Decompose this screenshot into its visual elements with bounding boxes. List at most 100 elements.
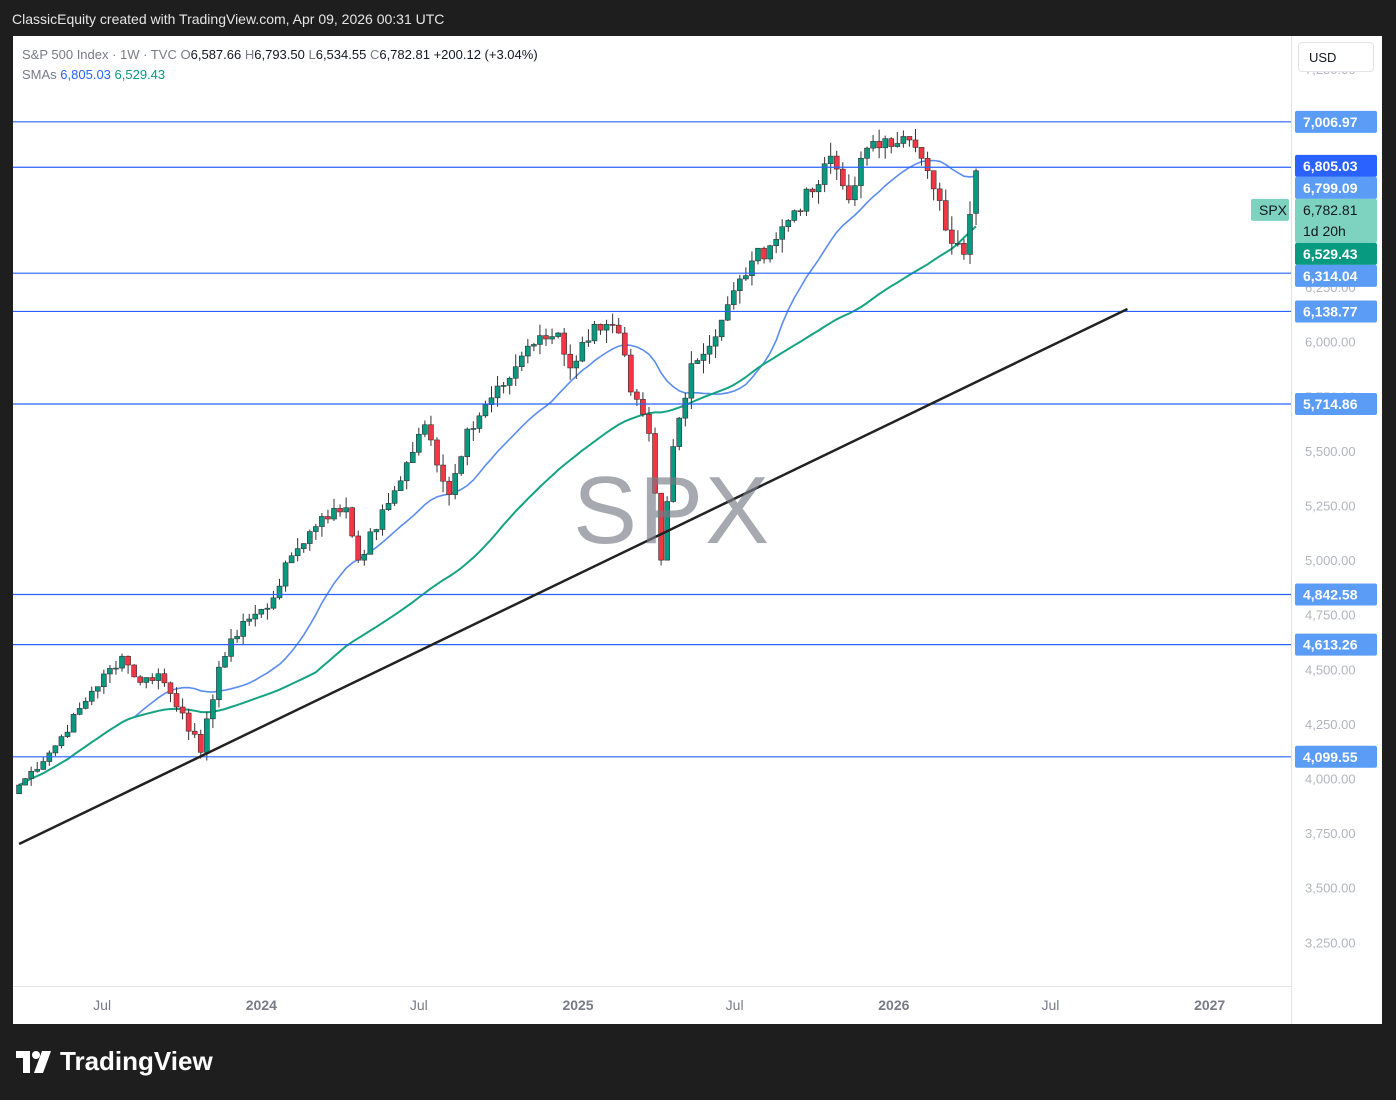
- candle-body: [143, 677, 150, 683]
- candle-body: [591, 323, 598, 342]
- price-label-text: 6,805.03: [1303, 158, 1358, 174]
- candle-body: [464, 428, 471, 457]
- currency-button[interactable]: USD: [1298, 42, 1374, 72]
- x-tick-label: 2027: [1194, 997, 1225, 1013]
- countdown-label: 1d 20h: [1303, 223, 1346, 239]
- candle-body: [942, 200, 949, 231]
- candle-body: [549, 336, 555, 340]
- candle-body: [706, 345, 713, 355]
- candle-body: [88, 690, 95, 702]
- candle-body: [325, 516, 331, 520]
- candle-body: [452, 473, 458, 495]
- candle-body: [416, 433, 422, 453]
- y-tick-label: 5,250.00: [1305, 499, 1356, 514]
- candle-body: [319, 516, 325, 527]
- price-label-text: 6,529.43: [1303, 246, 1358, 262]
- candle-body: [555, 332, 561, 337]
- candle-body: [682, 397, 689, 419]
- x-tick-label: Jul: [726, 997, 744, 1013]
- candle-body: [22, 778, 28, 786]
- candle-body: [234, 636, 240, 640]
- price-label-box: [1295, 633, 1377, 656]
- candle-body: [821, 163, 828, 185]
- candle-body: [858, 157, 864, 186]
- candle-body: [676, 417, 683, 447]
- candle-body: [827, 155, 834, 165]
- legend-symbol[interactable]: S&P 500 Index · 1W · TVC: [22, 47, 177, 62]
- tradingview-logo-icon: [16, 1050, 51, 1073]
- candle-body: [737, 278, 743, 291]
- candle-body: [34, 769, 41, 772]
- candle-body: [70, 714, 77, 733]
- candle-body: [494, 385, 501, 399]
- candle-body: [543, 335, 549, 340]
- tradingview-logo[interactable]: TradingView: [16, 1046, 213, 1077]
- candle-body: [167, 682, 174, 694]
- legend-row-sma: SMAs 6,805.03 6,529.43: [22, 65, 538, 85]
- candle-body: [191, 730, 198, 735]
- y-tick-label: 3,250.00: [1305, 935, 1356, 950]
- price-label-text: 4,842.58: [1303, 587, 1358, 603]
- legend-open-label: O: [180, 47, 191, 62]
- candle-body: [373, 529, 380, 533]
- legend-sma20-value: 6,805.03: [60, 67, 111, 82]
- y-tick-label: 5,500.00: [1305, 444, 1356, 459]
- candle-body: [912, 139, 919, 148]
- candle-body: [228, 638, 234, 657]
- y-tick-label: 3,500.00: [1305, 881, 1356, 896]
- candle-body: [440, 464, 446, 482]
- candle-body: [949, 229, 955, 244]
- chart-canvas[interactable]: 3,250.00 3,500.00 3,750.00 4,000.00 4,250.00…: [13, 36, 1382, 1024]
- candle-body: [864, 147, 870, 159]
- candle-body: [797, 210, 804, 213]
- candle-body: [852, 185, 858, 201]
- candle-body: [294, 548, 301, 557]
- candle-body: [179, 706, 186, 714]
- candle-body: [137, 676, 143, 683]
- header-bar: ClassicEquity created with TradingView.c…: [0, 0, 1396, 36]
- candle-body: [670, 446, 676, 502]
- candle-body: [173, 693, 180, 708]
- candle-body: [767, 245, 773, 260]
- candle-body: [28, 771, 34, 779]
- candle-body: [94, 686, 101, 692]
- candle-body: [149, 677, 156, 681]
- candle-body: [634, 391, 640, 400]
- candle-body: [755, 247, 761, 262]
- x-tick-label: Jul: [93, 997, 111, 1013]
- chart-pane[interactable]: 3,250.00 3,500.00 3,750.00 4,000.00 4,250.00…: [13, 36, 1382, 1024]
- candle-body: [458, 456, 465, 474]
- candle-body: [64, 731, 71, 737]
- candle-body: [967, 214, 973, 255]
- candle-body: [300, 543, 307, 549]
- candle-body: [512, 366, 519, 379]
- candle-body: [210, 699, 216, 720]
- candle-body: [422, 424, 428, 435]
- candle-body: [609, 324, 616, 326]
- candle-body: [185, 712, 192, 732]
- legend-sma-label[interactable]: SMAs: [22, 67, 57, 82]
- candle-body: [900, 136, 907, 144]
- price-label-box: [1295, 264, 1377, 287]
- candle-body: [809, 188, 816, 193]
- candle-body: [936, 188, 943, 201]
- candle-body: [694, 360, 701, 364]
- candle-body: [930, 170, 937, 190]
- candle-body: [500, 385, 507, 387]
- price-label-text: 6,138.77: [1303, 303, 1358, 319]
- candle-body: [724, 304, 731, 321]
- candle-body: [658, 492, 664, 561]
- x-tick-label: 2026: [878, 997, 909, 1013]
- candle-body: [434, 439, 440, 466]
- candle-body: [119, 655, 125, 669]
- candle-body: [361, 553, 368, 561]
- candle-body: [306, 531, 313, 544]
- legend-close-label: C: [369, 47, 380, 62]
- x-tick-label: 2024: [246, 997, 277, 1013]
- candle-body: [791, 210, 798, 221]
- candle-body: [955, 243, 961, 245]
- candle-body: [973, 170, 979, 214]
- candle-body: [282, 562, 289, 587]
- y-tick-label: 4,750.00: [1305, 608, 1356, 623]
- candle-body: [615, 324, 622, 334]
